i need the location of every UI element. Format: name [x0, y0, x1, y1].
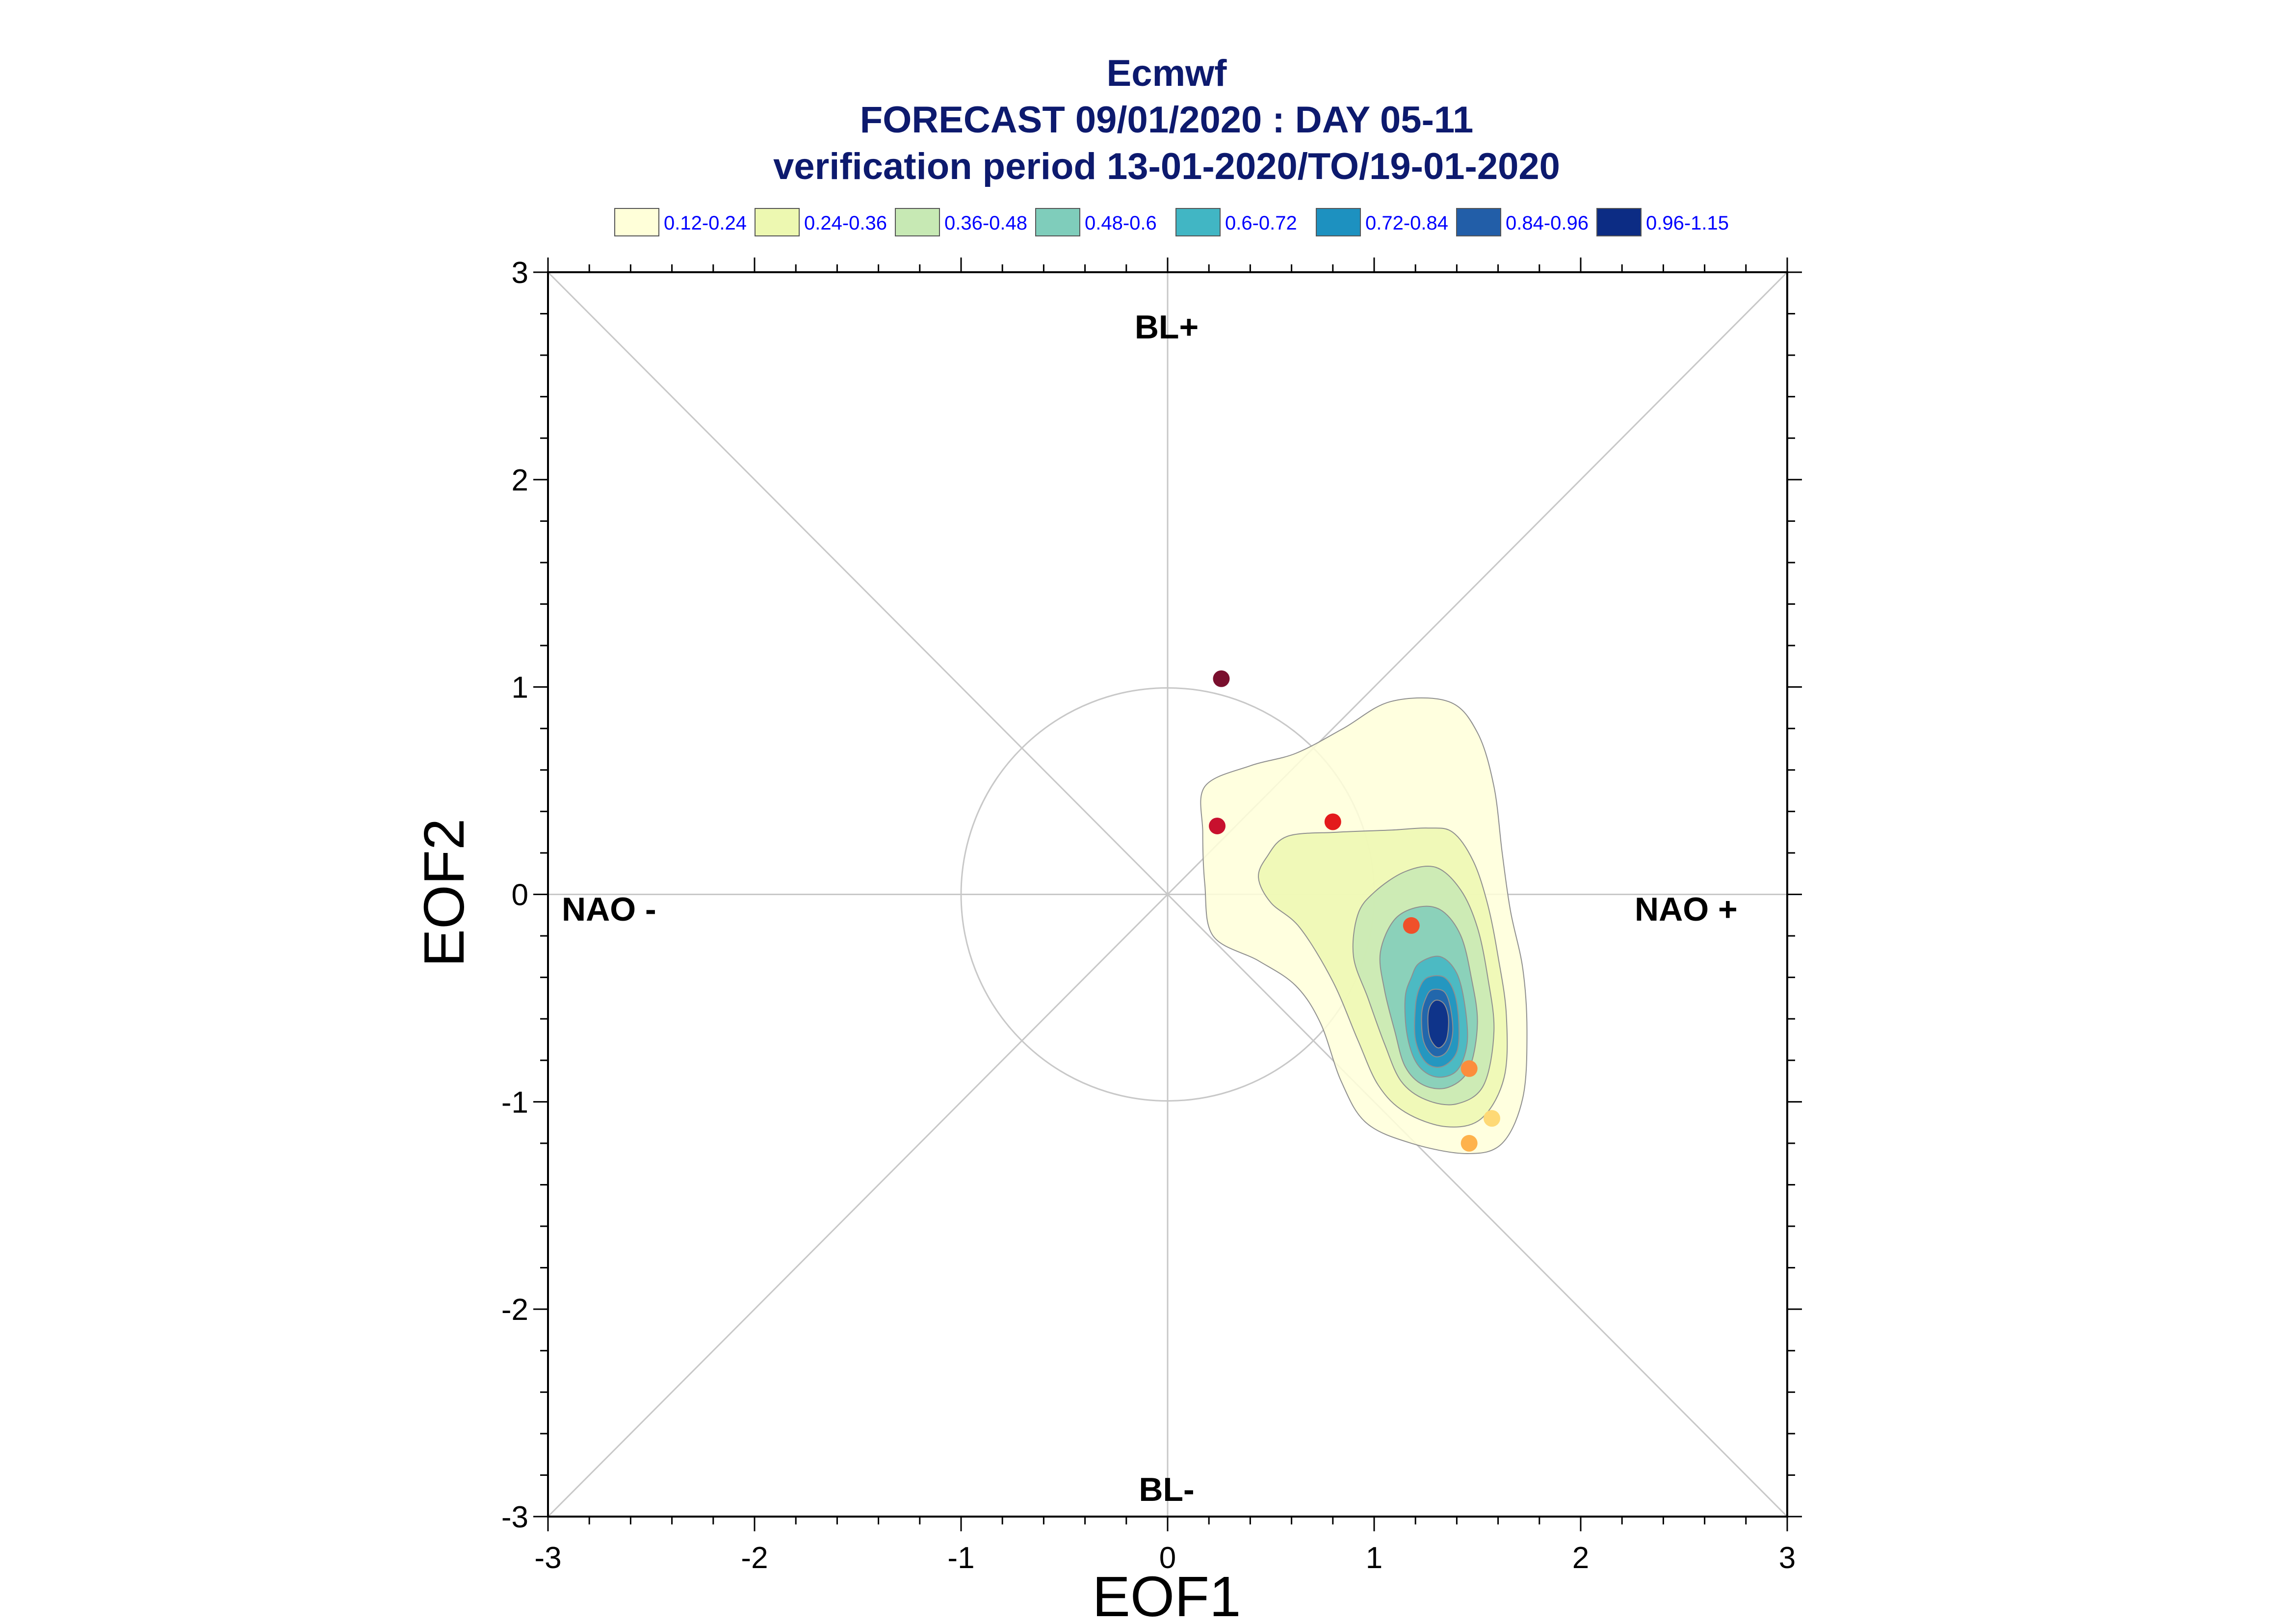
- data-point: [1460, 1134, 1478, 1152]
- legend-swatch: [614, 208, 659, 236]
- x-axis-title: EOF1: [1093, 1565, 1241, 1624]
- y-tick-label: -1: [501, 1085, 528, 1119]
- regime-label-bl-minus: BL-: [1139, 1471, 1194, 1508]
- data-point: [1460, 1060, 1478, 1077]
- legend-label: 0.72-0.84: [1365, 212, 1448, 234]
- data-point: [1209, 817, 1226, 834]
- chart-title: Ecmwf: [1107, 52, 1227, 94]
- x-tick-label: -2: [741, 1541, 768, 1575]
- x-tick-label: -1: [947, 1541, 974, 1575]
- legend-swatch: [1456, 208, 1501, 236]
- legend-swatch: [895, 208, 940, 236]
- data-point: [1483, 1110, 1500, 1127]
- x-tick-label: -3: [534, 1541, 561, 1575]
- legend-label: 0.36-0.48: [944, 212, 1027, 234]
- legend-label: 0.96-1.15: [1646, 212, 1729, 234]
- points-layer: [1209, 670, 1500, 1152]
- y-tick-label: 0: [512, 878, 528, 912]
- regime-label-nao-minus: NAO -: [562, 891, 656, 928]
- x-tick-label: 2: [1572, 1541, 1589, 1575]
- density-contour: [1427, 1000, 1449, 1049]
- chart-subtitle-verification: verification period 13-01-2020/TO/19-01-…: [773, 146, 1560, 187]
- y-tick-label: -3: [501, 1500, 528, 1534]
- legend-swatch: [1035, 208, 1080, 236]
- legend-label: 0.6-0.72: [1225, 212, 1297, 234]
- legend-swatch: [1175, 208, 1221, 236]
- grid-layer: [547, 271, 1788, 1518]
- regime-label-bl-plus: BL+: [1135, 309, 1199, 346]
- y-tick-label: 2: [512, 464, 528, 497]
- axes: -3 -2 -1 0 1 2 3 -3 -2 -1 0 1 2 3: [501, 256, 1802, 1575]
- legend-swatch: [1316, 208, 1361, 236]
- legend-label: 0.24-0.36: [804, 212, 887, 234]
- legend-label: 0.84-0.96: [1506, 212, 1589, 234]
- plot-area: -3 -2 -1 0 1 2 3 -3 -2 -1 0 1 2 3 BL+ BL- NAO - NAO +…: [412, 256, 1802, 1624]
- y-axis-title: EOF2: [412, 819, 476, 967]
- legend-label: 0.48-0.6: [1085, 212, 1157, 234]
- density-contours: [1200, 697, 1528, 1155]
- x-tick-label: 0: [1159, 1541, 1176, 1575]
- y-tick-label: 3: [512, 256, 528, 290]
- title-block: Ecmwf FORECAST 09/01/2020 : DAY 05-11 ve…: [773, 52, 1560, 187]
- chart-subtitle-forecast: FORECAST 09/01/2020 : DAY 05-11: [860, 99, 1473, 141]
- legend-label: 0.12-0.24: [664, 212, 747, 234]
- legend-swatch: [1596, 208, 1642, 236]
- y-tick-label: 1: [512, 671, 528, 705]
- regime-label-nao-plus: NAO +: [1635, 891, 1738, 928]
- regime-labels: BL+ BL- NAO - NAO +: [562, 309, 1738, 1508]
- data-point: [1324, 813, 1341, 830]
- legend-swatch: [755, 208, 800, 236]
- x-tick-label: 3: [1779, 1541, 1796, 1575]
- x-tick-label: 1: [1366, 1541, 1382, 1575]
- data-point: [1403, 917, 1420, 934]
- y-tick-label: -2: [501, 1293, 528, 1327]
- data-point: [1213, 670, 1230, 687]
- legend: 0.12-0.24 0.24-0.36 0.36-0.48 0.48-0.6 0.6-0…: [614, 208, 1729, 236]
